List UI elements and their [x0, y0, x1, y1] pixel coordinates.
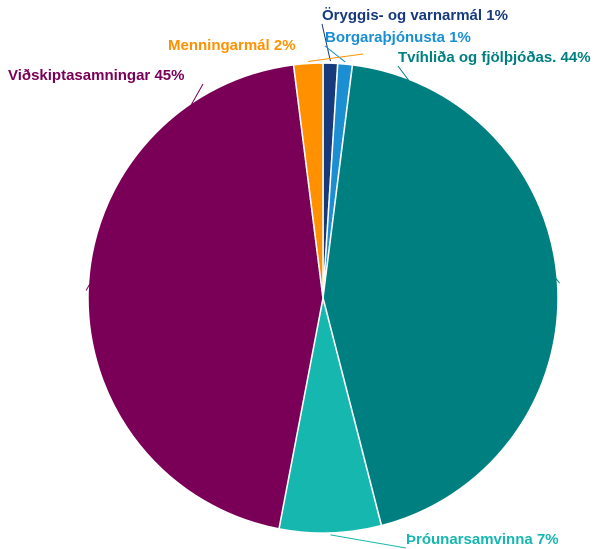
slice-name: Menningarmál — [168, 37, 270, 54]
slice-value: 44% — [561, 49, 591, 66]
slice-label: Viðskiptasamningar 45% — [8, 67, 184, 84]
pie-slice — [322, 64, 559, 527]
slice-value: 45% — [154, 67, 184, 84]
slice-value: 7% — [537, 531, 559, 548]
slice-label: Borgaraþjónusta 1% — [325, 29, 471, 46]
slice-label: Tvíhliða og fjölþjóðas. 44% — [398, 49, 591, 66]
leader-line — [321, 23, 331, 62]
slice-label: Þróunarsamvinna 7% — [406, 531, 559, 548]
pie-slice — [278, 297, 383, 534]
slice-name: Viðskiptasamningar — [8, 67, 150, 84]
slice-name: Öryggis- og varnarmál — [322, 7, 482, 24]
pie-slice — [87, 64, 324, 530]
slice-name: Þróunarsamvinna — [406, 531, 533, 548]
slice-name: Tvíhliða og fjölþjóðas. — [398, 49, 556, 66]
slice-value: 2% — [274, 37, 296, 54]
leader-line — [397, 65, 560, 284]
slice-label: Öryggis- og varnarmál 1% — [322, 7, 508, 24]
slice-label: Menningarmál 2% — [168, 37, 296, 54]
leader-line — [85, 83, 204, 291]
leader-line — [308, 53, 364, 62]
slice-name: Borgaraþjónusta — [325, 29, 446, 46]
leader-line — [324, 45, 346, 63]
slice-value: 1% — [486, 7, 508, 24]
leader-line — [330, 534, 407, 549]
pie-slice — [292, 62, 324, 299]
slice-value: 1% — [449, 29, 471, 46]
